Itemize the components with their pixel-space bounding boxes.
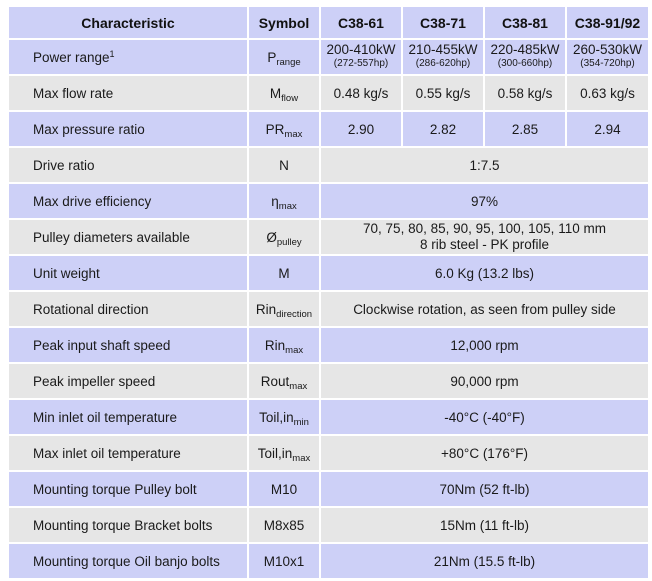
header-model: C38-61 [321, 7, 401, 38]
value-cell: 21Nm (15.5 ft-lb) [321, 544, 648, 578]
row-symbol: M8x85 [249, 508, 319, 542]
value-cell: 70Nm (52 ft-lb) [321, 472, 648, 506]
value-cell: 0.55 kg/s [403, 76, 483, 110]
table-row-pulley-diameters: Pulley diameters available Øpulley 70, 7… [9, 220, 648, 254]
value-cell: 2.94 [567, 112, 648, 146]
row-label: Rotational direction [9, 292, 247, 326]
value-cell: 2.85 [485, 112, 565, 146]
row-label: Pulley diameters available [9, 220, 247, 254]
table-row-max-pressure-ratio: Max pressure ratio PRmax 2.90 2.82 2.85 … [9, 112, 648, 146]
value-cell: 0.63 kg/s [567, 76, 648, 110]
row-label: Peak input shaft speed [9, 328, 247, 362]
value-cell: 90,000 rpm [321, 364, 648, 398]
row-symbol: M10x1 [249, 544, 319, 578]
header-row: Characteristic Symbol C38-61 C38-71 C38-… [9, 7, 648, 38]
header-model: C38-71 [403, 7, 483, 38]
footnote-marker: 1 [109, 48, 115, 59]
row-symbol: M10 [249, 472, 319, 506]
table-row-max-flow-rate: Max flow rate Mflow 0.48 kg/s 0.55 kg/s … [9, 76, 648, 110]
table-row-peak-impeller-speed: Peak impeller speed Routmax 90,000 rpm [9, 364, 648, 398]
value-cell: 70, 75, 80, 85, 90, 95, 100, 105, 110 mm… [321, 220, 648, 254]
table-row-min-inlet-oil-temp: Min inlet oil temperature Toil,inmin -40… [9, 400, 648, 434]
row-symbol: Rindirection [249, 292, 319, 326]
row-symbol: Øpulley [249, 220, 319, 254]
table-row-unit-weight: Unit weight M 6.0 Kg (13.2 lbs) [9, 256, 648, 290]
value-cell: 97% [321, 184, 648, 218]
value-cell: 12,000 rpm [321, 328, 648, 362]
row-label: Max drive efficiency [9, 184, 247, 218]
row-symbol: Mflow [249, 76, 319, 110]
table-row-rotational-direction: Rotational direction Rindirection Clockw… [9, 292, 648, 326]
table-row-bracket-bolts-torque: Mounting torque Bracket bolts M8x85 15Nm… [9, 508, 648, 542]
header-symbol: Symbol [249, 7, 319, 38]
header-characteristic: Characteristic [9, 7, 247, 38]
value-cell: 260-530kW (354-720hp) [567, 40, 648, 74]
value-cell: 0.48 kg/s [321, 76, 401, 110]
row-symbol: M [249, 256, 319, 290]
value-cell: Clockwise rotation, as seen from pulley … [321, 292, 648, 326]
row-label: Min inlet oil temperature [9, 400, 247, 434]
specification-table: Characteristic Symbol C38-61 C38-71 C38-… [7, 5, 650, 580]
value-cell: 220-485kW (300-660hp) [485, 40, 565, 74]
value-cell: 2.82 [403, 112, 483, 146]
value-cell: 6.0 Kg (13.2 lbs) [321, 256, 648, 290]
row-label: Max flow rate [9, 76, 247, 110]
row-label: Mounting torque Pulley bolt [9, 472, 247, 506]
row-symbol: ηmax [249, 184, 319, 218]
table-row-power-range: Power range1 Prange 200-410kW (272-557hp)… [9, 40, 648, 74]
row-symbol: Toil,inmax [249, 436, 319, 470]
row-label: Max inlet oil temperature [9, 436, 247, 470]
table-row-max-drive-efficiency: Max drive efficiency ηmax 97% [9, 184, 648, 218]
row-label: Peak impeller speed [9, 364, 247, 398]
value-cell: 210-455kW (286-620hp) [403, 40, 483, 74]
table-row-pulley-bolt-torque: Mounting torque Pulley bolt M10 70Nm (52… [9, 472, 648, 506]
value-cell: 0.58 kg/s [485, 76, 565, 110]
row-label: Mounting torque Bracket bolts [9, 508, 247, 542]
value-cell: +80°C (176°F) [321, 436, 648, 470]
row-symbol: PRmax [249, 112, 319, 146]
table-row-max-inlet-oil-temp: Max inlet oil temperature Toil,inmax +80… [9, 436, 648, 470]
row-symbol: Rinmax [249, 328, 319, 362]
row-label: Mounting torque Oil banjo bolts [9, 544, 247, 578]
row-symbol: Prange [249, 40, 319, 74]
row-label: Unit weight [9, 256, 247, 290]
header-model: C38-91/92 [567, 7, 648, 38]
header-model: C38-81 [485, 7, 565, 38]
value-cell: -40°C (-40°F) [321, 400, 648, 434]
value-cell: 2.90 [321, 112, 401, 146]
table-row-banjo-bolts-torque: Mounting torque Oil banjo bolts M10x1 21… [9, 544, 648, 578]
row-symbol: N [249, 148, 319, 182]
value-cell: 1:7.5 [321, 148, 648, 182]
row-symbol: Toil,inmin [249, 400, 319, 434]
table-row-drive-ratio: Drive ratio N 1:7.5 [9, 148, 648, 182]
value-cell: 200-410kW (272-557hp) [321, 40, 401, 74]
table-row-peak-input-speed: Peak input shaft speed Rinmax 12,000 rpm [9, 328, 648, 362]
row-label: Max pressure ratio [9, 112, 247, 146]
row-label: Drive ratio [9, 148, 247, 182]
row-label: Power range1 [9, 40, 247, 74]
row-symbol: Routmax [249, 364, 319, 398]
value-cell: 15Nm (11 ft-lb) [321, 508, 648, 542]
